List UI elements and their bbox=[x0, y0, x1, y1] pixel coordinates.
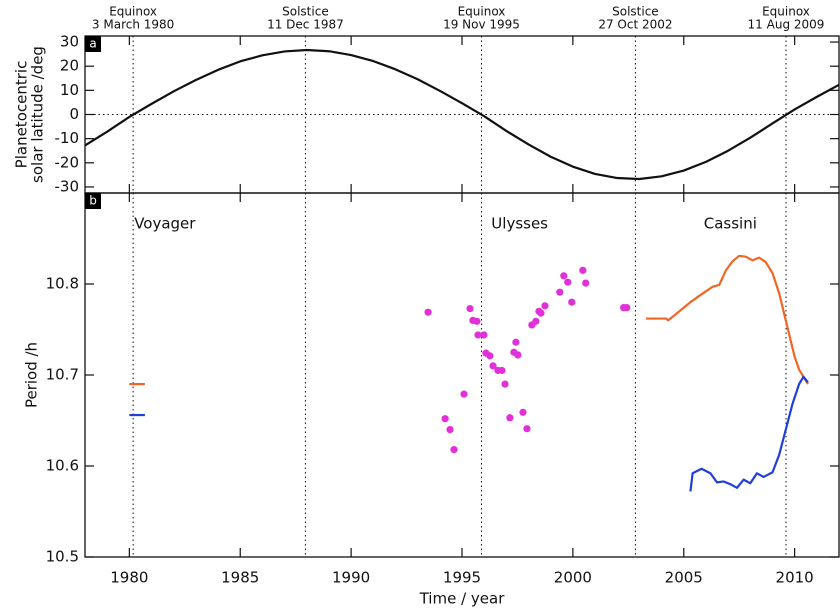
y-axis-label: Planetocentric bbox=[13, 61, 31, 169]
panel-label-box bbox=[85, 193, 101, 209]
data-line bbox=[689, 375, 809, 492]
event-label: Solstice bbox=[612, 5, 659, 19]
data-line bbox=[84, 48, 840, 181]
event-date: 27 Oct 2002 bbox=[598, 18, 672, 32]
data-point bbox=[498, 366, 506, 375]
data-point bbox=[480, 331, 488, 339]
event-date: 11 Aug 2009 bbox=[748, 18, 825, 32]
data-point bbox=[489, 362, 497, 370]
x-tick-label: 2010 bbox=[776, 569, 814, 587]
panel-label-box bbox=[85, 36, 101, 52]
x-tick-label: 1985 bbox=[221, 569, 259, 587]
y-tick-label: 20 bbox=[60, 57, 79, 75]
data-point bbox=[556, 288, 564, 296]
x-tick-label: 2005 bbox=[665, 569, 703, 587]
y-tick-label: -20 bbox=[55, 153, 80, 171]
y-tick-label: 10.8 bbox=[46, 275, 79, 293]
panel-label: b bbox=[89, 194, 97, 208]
data-point bbox=[514, 351, 522, 359]
annotation: Voyager bbox=[134, 214, 196, 232]
event-label: Equinox bbox=[458, 5, 506, 19]
y-tick-label: 0 bbox=[69, 105, 79, 123]
data-point bbox=[579, 266, 587, 274]
y-tick-label: 10.7 bbox=[46, 366, 79, 384]
data-point bbox=[473, 317, 481, 325]
data-point bbox=[532, 317, 540, 325]
data-point bbox=[486, 352, 494, 360]
data-point bbox=[519, 408, 527, 416]
y-tick-label: 30 bbox=[60, 33, 79, 51]
y-axis-label: solar latitude /deg bbox=[29, 46, 47, 183]
data-point bbox=[460, 390, 468, 398]
y-tick-label: 10.6 bbox=[46, 457, 79, 475]
data-point bbox=[537, 309, 545, 317]
x-axis-label: Time / year bbox=[419, 590, 506, 608]
y-tick-label: 10.5 bbox=[46, 548, 79, 566]
y-tick-label: 10 bbox=[60, 81, 79, 99]
event-label: Equinox bbox=[109, 5, 157, 19]
data-point bbox=[446, 426, 454, 434]
data-point bbox=[564, 278, 572, 286]
x-tick-label: 1980 bbox=[110, 569, 148, 587]
event-date: 3 March 1980 bbox=[92, 18, 174, 32]
x-tick-label: 1990 bbox=[332, 569, 370, 587]
data-point bbox=[441, 415, 449, 423]
y-tick-label: -30 bbox=[55, 177, 80, 195]
y-tick-label: -10 bbox=[55, 129, 80, 147]
y-axis-label: Period /h bbox=[23, 342, 41, 408]
data-point bbox=[523, 425, 531, 433]
data-point bbox=[512, 338, 520, 346]
data-point bbox=[623, 304, 631, 312]
x-tick-label: 2000 bbox=[554, 569, 592, 587]
data-line bbox=[646, 254, 809, 385]
event-date: 19 Nov 1995 bbox=[443, 18, 520, 32]
data-point bbox=[424, 308, 432, 316]
event-date: 11 Dec 1987 bbox=[267, 18, 344, 32]
data-point bbox=[541, 302, 549, 310]
data-point bbox=[568, 298, 576, 306]
data-point bbox=[474, 331, 482, 339]
data-point bbox=[560, 272, 568, 280]
event-label: Equinox bbox=[762, 5, 810, 19]
data-point bbox=[466, 304, 474, 313]
data-point bbox=[506, 414, 514, 422]
annotation: Cassini bbox=[704, 214, 757, 232]
annotation: Ulysses bbox=[491, 214, 548, 232]
x-tick-label: 1995 bbox=[443, 569, 481, 587]
data-point bbox=[501, 380, 509, 388]
axes-frame bbox=[84, 192, 840, 558]
data-point bbox=[450, 446, 458, 454]
panel-label: a bbox=[89, 37, 96, 51]
event-label: Solstice bbox=[282, 5, 329, 19]
data-point bbox=[582, 279, 590, 287]
